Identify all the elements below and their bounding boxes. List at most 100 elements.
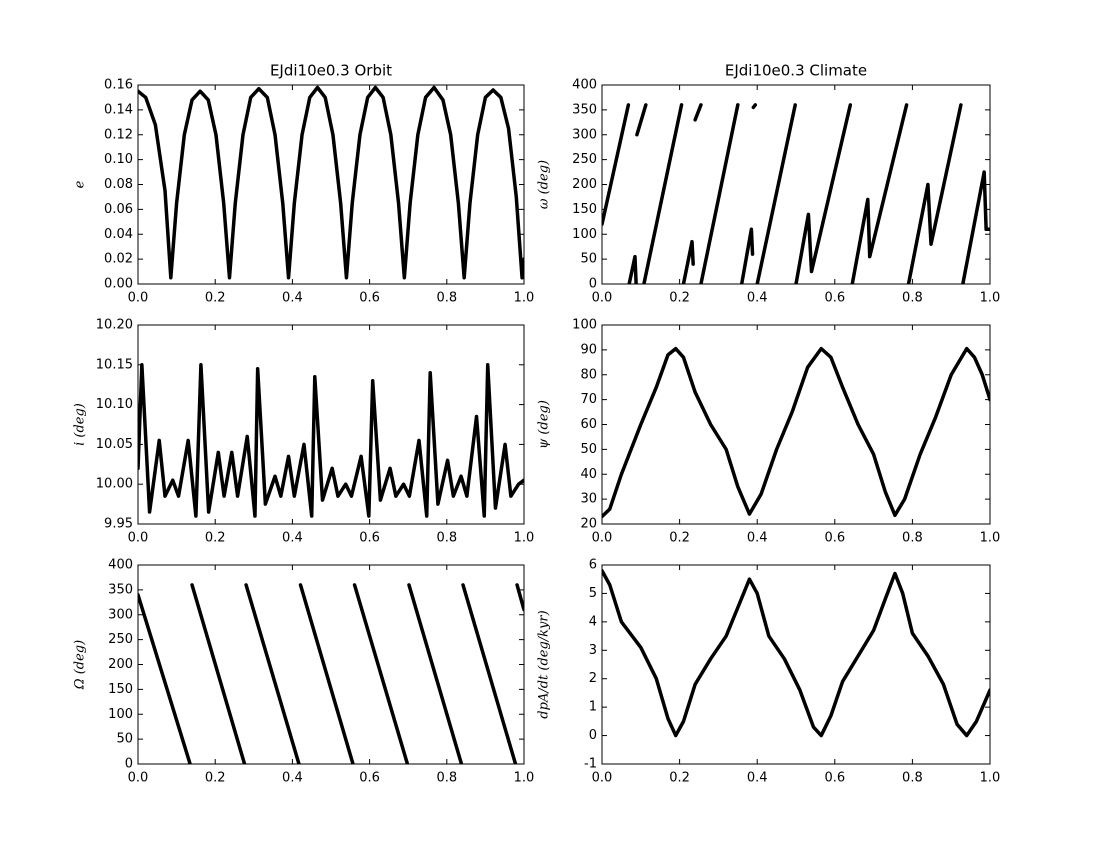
y-tick-label: 30	[580, 492, 597, 507]
y-axis-label: ω (deg)	[537, 160, 552, 209]
y-tick-label: 250	[108, 632, 133, 647]
plot-area	[138, 583, 524, 764]
y-tick-label: 3	[589, 643, 597, 658]
y-axis-label: ψ (deg)	[537, 400, 552, 449]
x-tick-label: 0.0	[592, 291, 613, 306]
x-tick-label: 0.6	[824, 291, 845, 306]
data-line	[138, 583, 524, 764]
y-tick-label: 200	[572, 177, 597, 192]
y-tick-label: 1	[589, 700, 597, 715]
y-tick-label: 6	[589, 558, 597, 573]
x-tick-label: 0.2	[669, 531, 690, 546]
x-tick-label: 0.2	[669, 291, 690, 306]
subplot: 0.0 0.2 0.4 0.6 0.8 1.0 -1 0 1 2 3 4 5 6 dpA/dt (deg/k…	[537, 558, 1001, 786]
x-tick-label: 0.6	[824, 771, 845, 786]
data-line	[602, 346, 990, 519]
x-tick-label: 0.6	[359, 771, 380, 786]
plot-area	[602, 568, 990, 738]
x-tick-label: 0.8	[902, 771, 923, 786]
x-tick-label: 0.8	[436, 291, 457, 306]
subplot: 0.0 0.2 0.4 0.6 0.8 1.0 0.00 0.02 0.04 0.06 0.08 0.…	[73, 62, 535, 306]
y-tick-label: 10.05	[96, 437, 133, 452]
y-axis-label: Ω (deg)	[73, 640, 88, 690]
axes-frame	[601, 564, 991, 765]
y-tick-label: 2	[589, 671, 597, 686]
y-tick-label: -1	[584, 757, 597, 772]
y-tick-label: 10.00	[96, 477, 133, 492]
x-tick-label: 0.0	[128, 771, 149, 786]
y-tick-label: 150	[572, 202, 597, 217]
x-tick-label: 0.8	[902, 291, 923, 306]
x-tick-label: 1.0	[514, 771, 535, 786]
y-tick-label: 0.06	[104, 202, 133, 217]
x-tick-label: 0.2	[205, 771, 226, 786]
y-tick-label: 5	[589, 586, 597, 601]
y-tick-label: 300	[572, 127, 597, 142]
x-tick-label: 0.4	[747, 531, 768, 546]
subplot-title: EJdi10e0.3 Orbit	[270, 62, 392, 80]
x-tick-label: 0.4	[747, 771, 768, 786]
plot-area	[602, 103, 990, 284]
x-tick-label: 1.0	[514, 531, 535, 546]
y-axis-label: e	[73, 180, 88, 188]
y-tick-label: 10.15	[96, 357, 133, 372]
x-tick-label: 0.2	[205, 291, 226, 306]
x-tick-label: 0.6	[824, 531, 845, 546]
x-tick-label: 1.0	[980, 771, 1001, 786]
data-line	[602, 103, 990, 284]
x-tick-label: 0.4	[282, 531, 303, 546]
subplot: 0.0 0.2 0.4 0.6 0.8 1.0 20 30 40 50 60 70 80 90 100 ψ (…	[537, 318, 1001, 546]
plot-area	[138, 363, 524, 518]
x-tick-label: 0.8	[436, 771, 457, 786]
y-tick-label: 200	[108, 657, 133, 672]
y-tick-label: 400	[108, 558, 133, 573]
y-tick-label: 100	[572, 318, 597, 333]
y-tick-label: 90	[580, 342, 597, 357]
y-tick-label: 100	[572, 227, 597, 242]
x-tick-label: 0.0	[128, 531, 149, 546]
x-tick-label: 0.4	[282, 771, 303, 786]
y-tick-label: 250	[572, 152, 597, 167]
x-tick-label: 0.2	[205, 531, 226, 546]
y-tick-label: 0.02	[104, 252, 133, 267]
y-tick-label: 0.12	[104, 127, 133, 142]
x-tick-label: 0.6	[359, 531, 380, 546]
y-tick-label: 60	[580, 417, 597, 432]
x-tick-label: 0.4	[747, 291, 768, 306]
subplot: 0.0 0.2 0.4 0.6 0.8 1.0 0 50 100 150 200 250 300 350 4…	[537, 62, 1001, 306]
y-tick-label: 0.00	[104, 277, 133, 292]
y-tick-label: 0.04	[104, 227, 133, 242]
y-tick-label: 0.16	[104, 78, 133, 93]
axes-frame	[601, 84, 991, 285]
y-tick-label: 70	[580, 392, 597, 407]
x-tick-label: 0.0	[128, 291, 149, 306]
data-line	[138, 85, 524, 280]
y-tick-label: 9.95	[104, 517, 133, 532]
data-line	[602, 568, 990, 738]
x-tick-label: 0.0	[592, 531, 613, 546]
subplot: 0.0 0.2 0.4 0.6 0.8 1.0 9.95 10.00 10.05 10.10 10.…	[73, 318, 535, 546]
y-tick-label: 10.10	[96, 397, 133, 412]
y-tick-label: 150	[108, 682, 133, 697]
x-tick-label: 0.8	[436, 531, 457, 546]
y-tick-label: 10.20	[96, 318, 133, 333]
y-tick-label: 0	[589, 728, 597, 743]
y-axis-label: dpA/dt (deg/kyr)	[537, 610, 552, 718]
x-tick-label: 0.8	[902, 531, 923, 546]
y-tick-label: 350	[572, 102, 597, 117]
y-tick-label: 350	[108, 582, 133, 597]
y-tick-label: 50	[116, 732, 133, 747]
y-tick-label: 0	[589, 277, 597, 292]
x-tick-label: 1.0	[980, 531, 1001, 546]
y-axis-label: i (deg)	[73, 403, 88, 446]
x-tick-label: 0.2	[669, 771, 690, 786]
x-tick-label: 0.4	[282, 291, 303, 306]
y-tick-label: 50	[580, 252, 597, 267]
y-tick-label: 300	[108, 607, 133, 622]
data-line	[138, 363, 524, 518]
y-tick-label: 0.10	[104, 152, 133, 167]
axes-frame	[137, 324, 525, 525]
y-tick-label: 400	[572, 78, 597, 93]
x-tick-label: 0.0	[592, 771, 613, 786]
